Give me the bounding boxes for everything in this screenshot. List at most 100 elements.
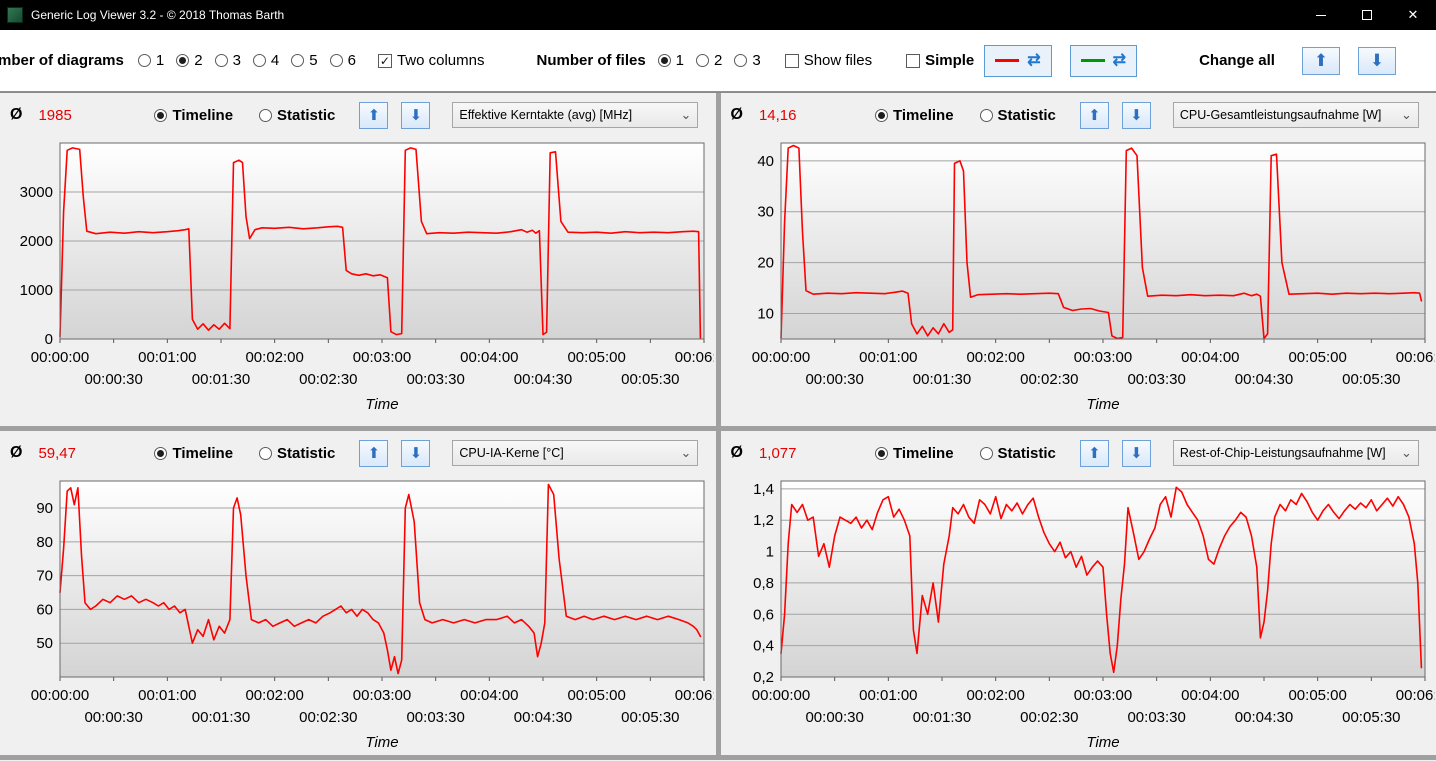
window-title: Generic Log Viewer 3.2 - © 2018 Thomas B…: [31, 8, 285, 22]
svg-text:00:02:00: 00:02:00: [966, 349, 1024, 366]
show-files-checkbox[interactable]: [784, 53, 799, 68]
line-style-green-button[interactable]: ⇄: [1069, 44, 1138, 77]
svg-text:Time: Time: [365, 396, 398, 413]
svg-text:00:04:30: 00:04:30: [514, 371, 572, 388]
radio-icon[interactable]: [329, 54, 343, 67]
svg-text:00:03:00: 00:03:00: [1073, 687, 1131, 704]
channel-dropdown-value: Effektive Kerntakte (avg) [MHz]: [459, 108, 633, 122]
svg-text:00:04:00: 00:04:00: [1181, 349, 1239, 366]
channel-dropdown[interactable]: CPU-IA-Kerne [°C] ⌄: [452, 440, 699, 466]
files-option-label: 1: [675, 52, 685, 69]
two-columns-checkbox-item[interactable]: ✓ Two columns: [377, 52, 485, 69]
svg-text:00:00:30: 00:00:30: [805, 709, 863, 726]
maximize-button[interactable]: [1344, 0, 1390, 30]
vertical-splitter[interactable]: [715, 93, 721, 426]
chart-plot: 10 20 30 40 00:00:00 00:01:00 00:02:00 00:03:00…: [751, 142, 1435, 413]
statistic-radio[interactable]: [979, 108, 993, 122]
statistic-radio-item[interactable]: Statistic: [979, 445, 1056, 462]
statistic-radio-item[interactable]: Statistic: [259, 107, 335, 124]
horizontal-splitter[interactable]: [0, 426, 1436, 431]
diagrams-option-label: 1: [155, 52, 165, 69]
channel-up-button[interactable]: ⬆: [359, 439, 389, 467]
timeline-radio[interactable]: [154, 108, 168, 122]
statistic-radio[interactable]: [259, 446, 273, 460]
channel-dropdown[interactable]: Effektive Kerntakte (avg) [MHz] ⌄: [452, 102, 699, 128]
change-all-down-button[interactable]: ⬇: [1357, 46, 1396, 75]
diagrams-option-1[interactable]: 1: [137, 52, 165, 69]
channel-down-button[interactable]: ⬇: [1121, 439, 1151, 467]
timeline-radio-item[interactable]: Timeline: [154, 445, 233, 462]
minimize-button[interactable]: [1298, 0, 1344, 30]
diagrams-option-5[interactable]: 5: [291, 52, 318, 69]
radio-icon[interactable]: [137, 54, 151, 67]
radio-icon[interactable]: [696, 54, 710, 67]
timeline-radio-item[interactable]: Timeline: [874, 107, 954, 124]
up-arrow-icon: ⬆: [1313, 50, 1329, 70]
radio-icon[interactable]: [252, 54, 266, 67]
timeline-radio-item[interactable]: Timeline: [154, 107, 233, 124]
simple-checkbox[interactable]: [906, 53, 921, 68]
close-button[interactable]: ✕: [1390, 0, 1436, 30]
timeline-radio[interactable]: [874, 108, 888, 122]
radio-icon[interactable]: [214, 54, 228, 67]
svg-text:0,2: 0,2: [753, 669, 774, 686]
app-icon: [7, 7, 23, 23]
svg-text:00:01:00: 00:01:00: [138, 687, 196, 704]
statistic-radio-item[interactable]: Statistic: [259, 445, 335, 462]
timeline-radio[interactable]: [874, 446, 888, 460]
diagrams-option-3[interactable]: 3: [214, 52, 241, 69]
channel-down-button[interactable]: ⬇: [401, 101, 431, 129]
svg-text:00:01:00: 00:01:00: [138, 349, 196, 366]
statistic-radio[interactable]: [979, 446, 993, 460]
show-files-checkbox-item[interactable]: Show files: [784, 52, 872, 69]
change-all-up-button[interactable]: ⬆: [1301, 46, 1340, 75]
diagrams-option-label: 2: [194, 52, 203, 69]
channel-up-button[interactable]: ⬆: [1079, 101, 1109, 129]
svg-text:00:00:00: 00:00:00: [31, 349, 89, 366]
svg-text:00:01:00: 00:01:00: [859, 349, 917, 366]
diagrams-option-4[interactable]: 4: [252, 52, 279, 69]
svg-text:30: 30: [757, 204, 774, 221]
svg-text:00:01:00: 00:01:00: [859, 687, 917, 704]
svg-text:00:06:00: 00:06:00: [1395, 349, 1434, 366]
chart-panel: Ø 59,47 Timeline Statistic ⬆ ⬇ CPU-IA-Ke…: [0, 431, 716, 755]
bottom-splitter[interactable]: [0, 755, 1436, 760]
channel-dropdown-value: CPU-Gesamtleistungsaufnahme [W]: [1179, 108, 1382, 122]
channel-dropdown[interactable]: Rest-of-Chip-Leistungsaufnahme [W] ⌄: [1172, 440, 1419, 466]
channel-down-button[interactable]: ⬇: [401, 439, 431, 467]
number-of-files-radio-group: 1 2 3: [657, 52, 761, 69]
svg-text:00:05:30: 00:05:30: [1342, 709, 1400, 726]
simple-checkbox-item[interactable]: Simple: [906, 52, 974, 69]
vertical-splitter[interactable]: [715, 431, 721, 755]
files-option-1[interactable]: 1: [657, 52, 685, 69]
svg-text:00:04:00: 00:04:00: [460, 687, 518, 704]
svg-text:1,4: 1,4: [753, 481, 774, 498]
line-style-red-button[interactable]: ⇄: [984, 44, 1052, 77]
svg-text:00:04:30: 00:04:30: [1234, 709, 1292, 726]
channel-dropdown[interactable]: CPU-Gesamtleistungsaufnahme [W] ⌄: [1172, 102, 1419, 128]
two-columns-label: Two columns: [396, 52, 485, 69]
timeline-radio[interactable]: [154, 446, 168, 460]
channel-up-button[interactable]: ⬆: [359, 101, 389, 129]
channel-up-button[interactable]: ⬆: [1079, 439, 1109, 467]
radio-icon[interactable]: [291, 54, 305, 67]
chart-cell-bottom-right: Ø 1,077 Timeline Statistic ⬆ ⬇ Rest-of-C…: [720, 431, 1436, 755]
statistic-radio[interactable]: [259, 108, 273, 122]
svg-text:00:04:00: 00:04:00: [1181, 687, 1239, 704]
files-option-3[interactable]: 3: [734, 52, 761, 69]
two-columns-checkbox[interactable]: ✓: [377, 53, 392, 68]
channel-down-button[interactable]: ⬇: [1121, 101, 1151, 129]
charts-grid: Ø 1985 Timeline Statistic ⬆ ⬇ Effektive …: [0, 92, 1436, 755]
number-of-diagrams-label: Number of diagrams: [0, 52, 124, 69]
timeline-radio-item[interactable]: Timeline: [874, 445, 954, 462]
svg-text:00:04:00: 00:04:00: [460, 349, 518, 366]
files-option-2[interactable]: 2: [696, 52, 722, 69]
diagrams-option-6[interactable]: 6: [329, 52, 356, 69]
diagrams-option-2[interactable]: 2: [176, 52, 203, 69]
radio-icon[interactable]: [734, 54, 748, 67]
statistic-radio-item[interactable]: Statistic: [979, 107, 1056, 124]
minimize-icon: [1316, 14, 1326, 16]
radio-icon[interactable]: [176, 54, 190, 67]
radio-icon[interactable]: [657, 54, 671, 67]
number-of-files-label: Number of files: [536, 52, 646, 69]
